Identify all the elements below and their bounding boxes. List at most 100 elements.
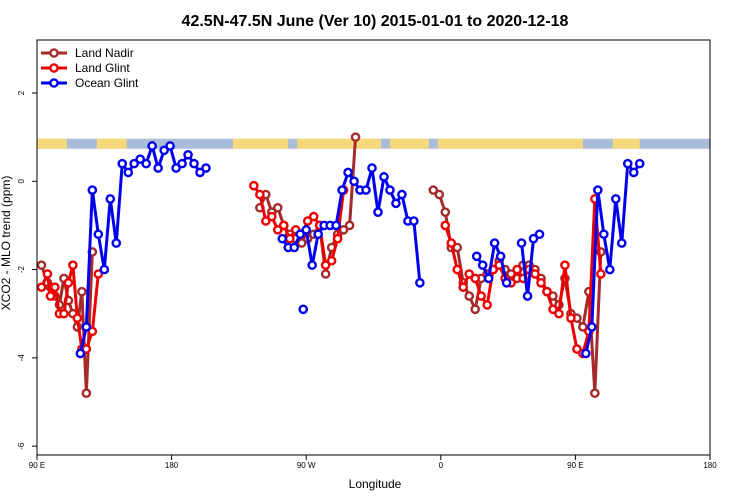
x-axis-title: Longitude [349,477,402,491]
data-point [195,167,205,178]
data-point [105,194,116,204]
data-point [81,388,92,398]
data-point [581,348,591,359]
legend-label: Land Nadir [75,46,134,60]
data-point [440,207,451,217]
data-point [542,286,552,297]
series-segment [412,220,422,283]
data-point [111,238,122,248]
data-point [470,304,480,315]
data-point [452,264,463,275]
data-point [87,326,98,337]
data-point [344,220,355,231]
strip-land-1 [96,138,127,149]
data-point [477,260,488,270]
series-segment [620,163,630,244]
data-point [528,233,539,244]
data-point [36,260,47,270]
data-point [267,211,277,222]
data-point [483,273,494,284]
series-segment [114,163,124,244]
legend-swatch-marker [49,63,59,73]
series-land-glint [36,180,606,359]
series-segment [71,265,79,319]
data-point [596,269,606,279]
data-point [604,264,615,275]
data-point [434,189,445,200]
data-point [536,278,546,288]
data-point [249,180,259,191]
data-point [50,282,60,293]
data-point [350,132,361,142]
x-tick-label: 90 E [567,461,583,470]
data-point [373,207,383,217]
data-point [141,158,151,169]
data-point [159,145,169,156]
series-segment [563,264,573,319]
data-point [516,238,527,248]
data-point [495,251,506,262]
series-segment [84,190,94,328]
data-point [530,269,540,279]
data-point [45,291,56,301]
series-segment [334,189,344,226]
data-point [548,304,558,315]
data-point [349,176,359,187]
series-segment [108,198,118,244]
series-segment [557,264,567,314]
data-point [326,255,337,266]
data-point [440,220,451,231]
data-point [307,260,317,270]
series-segment [596,189,606,235]
data-point [59,308,69,319]
data-point [75,348,86,359]
series-segment [569,317,579,350]
data-point [183,149,193,160]
data-point [599,229,609,240]
data-point [331,220,341,231]
data-point [320,269,331,279]
legend-item-land-glint: Land Glint [41,61,130,75]
series-segment [336,189,346,239]
data-point [337,185,347,195]
series-segment [90,273,100,332]
series-segment [520,242,530,297]
legend-swatch-marker [49,78,59,88]
y-tick-label: 0 [17,179,26,184]
data-point [255,189,265,200]
data-point [458,282,469,293]
data-point [99,264,110,275]
strip-land-2 [232,138,289,149]
data-point [634,158,645,169]
data-point [42,269,53,279]
data-point [135,154,145,165]
data-point [501,278,512,288]
data-point [464,269,475,279]
data-point [554,308,564,319]
data-point [93,229,104,240]
data-point [628,167,639,178]
data-point [72,313,83,323]
data-point [302,216,313,226]
data-point [123,167,134,178]
y-axis: 2 0 -2 -4 -6 [17,90,37,450]
series-segment [487,242,497,279]
legend-item-ocean-glint: Ocean Glint [41,76,139,90]
x-tick-label: 0 [439,461,444,470]
data-point [201,163,211,173]
series-segment [376,176,386,213]
data-point [171,163,181,173]
data-point [295,229,306,240]
data-point [278,220,289,231]
data-point [189,158,199,169]
data-point [77,286,87,297]
series-segment [304,229,314,266]
data-point [93,269,104,279]
data-point [332,233,343,244]
legend-label: Land Glint [75,61,130,75]
series-segment [455,247,465,284]
data-point [313,229,323,240]
data-point [277,233,288,244]
